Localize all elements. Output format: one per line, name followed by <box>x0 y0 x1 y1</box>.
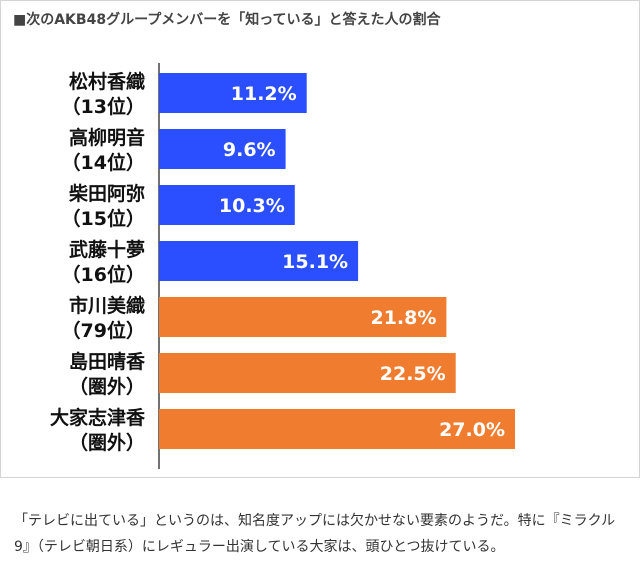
category-name-label: 大家志津香 <box>50 406 146 429</box>
category-name-label: 松村香織 <box>69 70 145 93</box>
chart-figure: ■次のAKB48グループメンバーを「知っている」と答えた人の割合 11.2% 松村… <box>0 0 640 478</box>
bar-value-label: 21.8% <box>370 307 436 329</box>
category-rank-label: （79位） <box>62 319 145 342</box>
bar-5 <box>159 297 447 337</box>
category-rank-label: （圏外） <box>69 375 145 398</box>
category-rank-label: （13位） <box>62 95 145 118</box>
bar-value-label: 11.2% <box>231 83 297 105</box>
bar-4 <box>159 241 359 281</box>
bar-3 <box>159 185 295 225</box>
category-name-label: 島田晴香 <box>69 350 146 373</box>
category-name-label: 武藤十夢 <box>69 238 145 261</box>
category-rank-label: （14位） <box>62 151 145 174</box>
category-name-label: 市川美織 <box>69 294 145 317</box>
category-rank-label: （15位） <box>62 207 145 230</box>
bar-value-label: 22.5% <box>380 363 446 385</box>
bar-value-label: 9.6% <box>223 139 276 161</box>
bar-chart: 11.2% 松村香織（13位） 9.6% 高柳明音（14位） 10.3% 柴田阿弥（15位… <box>50 63 515 469</box>
bar-2 <box>159 129 286 169</box>
bar-value-label: 27.0% <box>439 419 505 441</box>
bar-value-label: 10.3% <box>219 195 285 217</box>
category-name-label: 高柳明音 <box>69 126 145 149</box>
chart-title: ■次のAKB48グループメンバーを「知っている」と答えた人の割合 <box>13 12 441 28</box>
category-name-label: 柴田阿弥 <box>68 182 145 205</box>
bar-value-label: 15.1% <box>282 251 348 273</box>
bar-7 <box>159 409 515 449</box>
bar-6 <box>159 353 456 393</box>
bar-1 <box>159 73 307 113</box>
article-caption: 「テレビに出ている」というのは、知名度アップには欠かせない要素のようだ。特に『ミ… <box>14 513 616 555</box>
category-rank-label: （16位） <box>62 263 145 286</box>
category-rank-label: （圏外） <box>69 431 145 454</box>
